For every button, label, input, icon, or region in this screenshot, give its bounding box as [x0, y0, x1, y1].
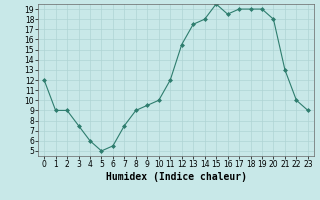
- X-axis label: Humidex (Indice chaleur): Humidex (Indice chaleur): [106, 172, 246, 182]
